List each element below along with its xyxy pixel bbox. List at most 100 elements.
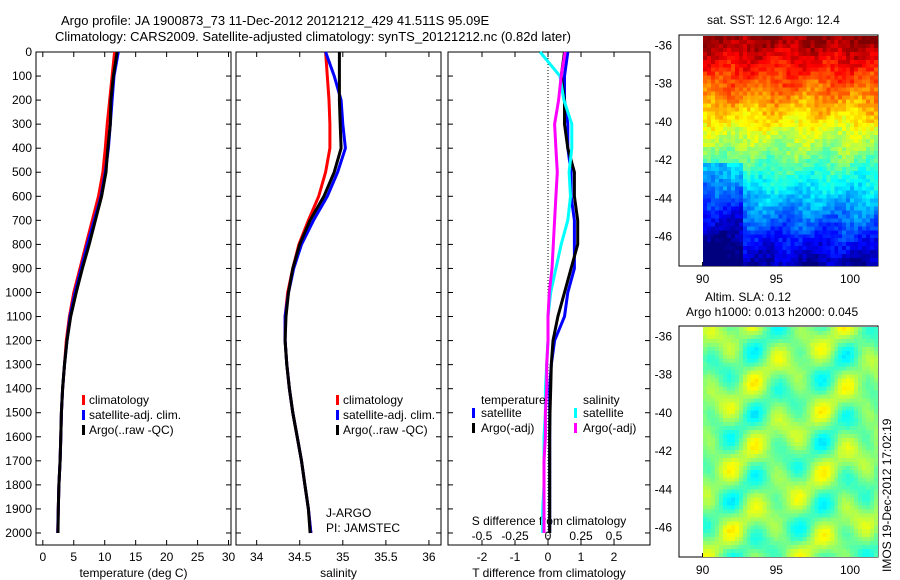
sla-map-xtick-label: 95 <box>770 563 784 577</box>
legend-label: Argo(-adj) <box>481 421 534 435</box>
depth-tick-label: 500 <box>12 165 32 179</box>
legend-label: climatology <box>343 393 403 407</box>
legend-swatch <box>336 395 339 405</box>
s-difference-tick-label: 0 <box>545 529 552 543</box>
temperature-xtick-label: 20 <box>160 550 174 564</box>
sla-map-axes-box <box>678 325 879 558</box>
legend-label: satellite-adj. clim. <box>89 408 181 422</box>
s-difference-tick-label: 0.5 <box>606 529 623 543</box>
sst-map-ytick-label: -46 <box>655 229 673 243</box>
depth-tick-label: 1000 <box>5 285 32 299</box>
difference-series-argo--adj- <box>548 51 580 533</box>
sla-map-ytick-label: -46 <box>655 520 673 534</box>
depth-tick-label: 1900 <box>5 502 32 516</box>
salinity-series-argo---raw--qc- <box>283 52 343 534</box>
legend-swatch <box>82 410 85 420</box>
legend-swatch <box>336 410 339 420</box>
sla-map-ytick-label: -40 <box>655 406 673 420</box>
depth-tick-label: 200 <box>12 93 32 107</box>
salinity-xtick-label: 36 <box>422 550 436 564</box>
depth-tick-label: 900 <box>12 261 32 275</box>
sst-map-ytick-label: -38 <box>655 77 673 91</box>
legend-label: satellite-adj. clim. <box>343 408 435 422</box>
sst-map-image <box>703 36 878 266</box>
temperature-axes-box <box>35 51 232 546</box>
sst-map-axes-box <box>678 34 879 267</box>
sst-map-ytick-label: -42 <box>655 153 673 167</box>
figure-title-line2: Climatology: CARS2009. Satellite-adjuste… <box>55 29 571 44</box>
legend-label: Argo(-adj) <box>583 421 636 435</box>
sla-map-xtick-label: 90 <box>696 563 710 577</box>
depth-tick-label: 2000 <box>5 526 32 540</box>
depth-tick-label: 1700 <box>5 454 32 468</box>
difference-xlabel: T difference from climatology <box>472 566 626 580</box>
legend-swatch <box>82 395 85 405</box>
depth-tick-label: 0 <box>25 45 32 59</box>
temperature-series-argo---raw--qc- <box>56 51 119 534</box>
s-difference-tick-label: -0.25 <box>501 529 529 543</box>
sla-map-title-line1: Altim. SLA: 0.12 <box>705 290 792 304</box>
sla-map-ytick-label: -42 <box>655 444 673 458</box>
temperature-xtick-label: 10 <box>98 550 112 564</box>
legend-swatch <box>574 423 577 433</box>
legend-header-temperature: temperature <box>481 393 546 407</box>
depth-tick-label: 700 <box>12 213 32 227</box>
difference-xtick-label: 2 <box>611 550 618 564</box>
sst-map-title: sat. SST: 12.6 Argo: 12.4 <box>707 13 840 27</box>
difference-xtick-label: 0 <box>545 550 552 564</box>
depth-tick-label: 1300 <box>5 358 32 372</box>
legend-label: climatology <box>89 393 149 407</box>
temperature-xtick-label: 0 <box>39 550 46 564</box>
legend-swatch <box>472 408 475 418</box>
legend-swatch <box>82 425 85 435</box>
sst-map-xtick-label: 90 <box>696 272 710 286</box>
temperature-xtick-label: 5 <box>70 550 77 564</box>
depth-tick-label: 100 <box>12 69 32 83</box>
sla-map-ytick-label: -38 <box>655 368 673 382</box>
legend-label: satellite <box>481 406 522 420</box>
sla-map-xtick-label: 100 <box>840 563 860 577</box>
sla-map-title-line2: Argo h1000: 0.013 h2000: 0.045 <box>686 305 859 319</box>
sst-map-ytick-label: -40 <box>655 115 673 129</box>
depth-tick-label: 1200 <box>5 334 32 348</box>
s-difference-tick-label: -0.5 <box>472 529 493 543</box>
salinity-xtick-label: 34 <box>250 550 264 564</box>
difference-xtick-label: -2 <box>477 550 488 564</box>
temperature-xlabel: temperature (deg C) <box>79 566 187 580</box>
legend-header-salinity: salinity <box>583 393 620 407</box>
depth-tick-label: 400 <box>12 141 32 155</box>
depth-tick-label: 1800 <box>5 478 32 492</box>
difference-xtick-label: 1 <box>578 550 585 564</box>
legend-swatch <box>336 425 339 435</box>
temperature-xtick-label: 15 <box>129 550 143 564</box>
salinity-axes-box <box>235 51 442 546</box>
depth-tick-label: 300 <box>12 117 32 131</box>
difference-xtick-label: -1 <box>510 550 521 564</box>
salinity-xtick-label: 35.5 <box>374 550 398 564</box>
sst-map-ytick-label: -36 <box>655 39 673 53</box>
sst-map-ytick-label: -44 <box>655 191 673 205</box>
legend-label: Argo(..raw -QC) <box>89 423 174 437</box>
temperature-xtick-label: 25 <box>191 550 205 564</box>
depth-tick-label: 1600 <box>5 430 32 444</box>
sst-map-xtick-label: 95 <box>770 272 784 286</box>
legend-label: Argo(..raw -QC) <box>343 423 428 437</box>
temperature-xtick-label: 30 <box>222 550 236 564</box>
sst-map-xtick-label: 100 <box>840 272 860 286</box>
sla-map-ytick-label: -36 <box>655 330 673 344</box>
depth-tick-label: 1400 <box>5 382 32 396</box>
float-annotation: J-ARGO <box>326 506 371 520</box>
timestamp-stamp: IMOS 19-Dec-2012 17:02:19 <box>880 418 894 572</box>
legend-swatch <box>472 423 475 433</box>
sla-map-ytick-label: -44 <box>655 482 673 496</box>
depth-tick-label: 1500 <box>5 406 32 420</box>
s-difference-tick-label: 0.25 <box>569 529 593 543</box>
float-annotation: PI: JAMSTEC <box>326 521 400 535</box>
legend-swatch <box>574 408 577 418</box>
sla-map-image <box>703 327 878 557</box>
figure-title-line1: Argo profile: JA 1900873_73 11-Dec-2012 … <box>61 13 490 28</box>
salinity-xtick-label: 35 <box>336 550 350 564</box>
salinity-xlabel: salinity <box>320 566 357 580</box>
depth-tick-label: 600 <box>12 189 32 203</box>
